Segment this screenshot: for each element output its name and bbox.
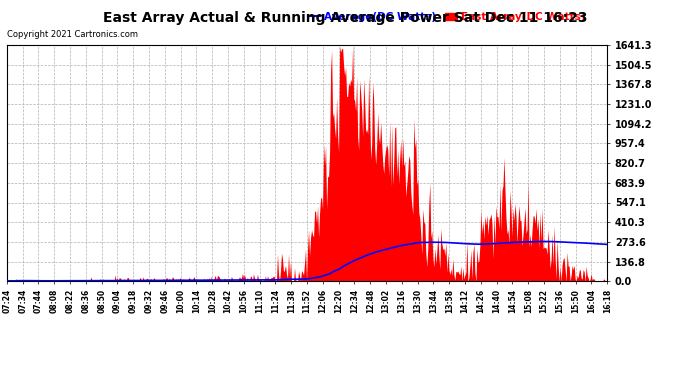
Legend: Average(DC Watts), East Array(DC Watts): Average(DC Watts), East Array(DC Watts) bbox=[304, 8, 590, 26]
Text: East Array Actual & Running Average Power Sat Dec 11 16:23: East Array Actual & Running Average Powe… bbox=[103, 11, 587, 25]
Text: Copyright 2021 Cartronics.com: Copyright 2021 Cartronics.com bbox=[7, 30, 138, 39]
